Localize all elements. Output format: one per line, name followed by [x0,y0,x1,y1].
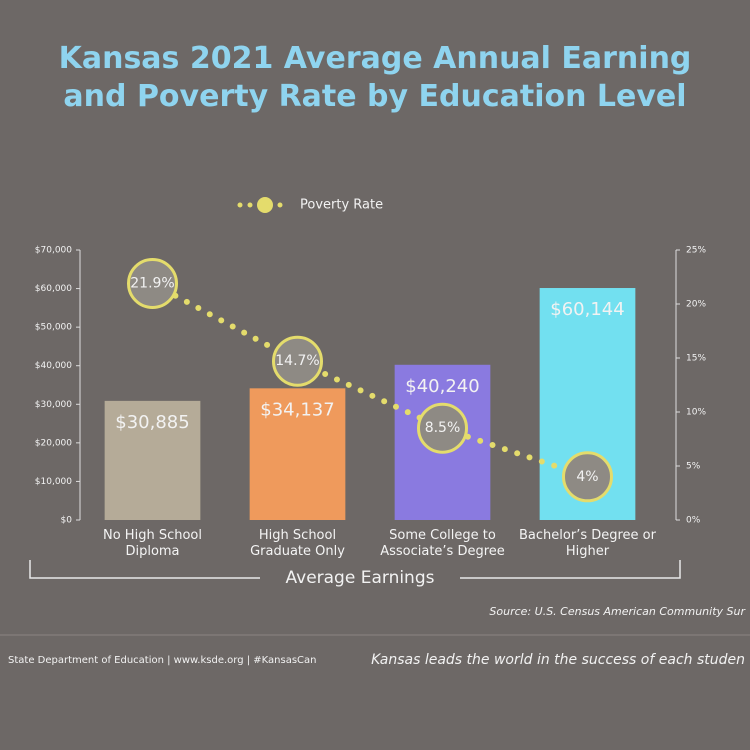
chart-title: Kansas 2021 Average Annual Earning and P… [58,41,692,114]
poverty-point [272,335,323,387]
y2-tick-label: 5% [686,462,701,472]
bar-value-label: $60,144 [550,299,624,320]
y-tick-label: $40,000 [35,361,72,371]
x-tick-label: Some College to Associate’s Degree [380,528,505,559]
legend-dot [257,197,273,213]
y-tick-label: $20,000 [35,438,72,448]
y2-tick-label: 15% [686,354,706,364]
poverty-label: 8.5% [425,420,461,436]
poverty-point [417,402,468,454]
poverty-label: 14.7% [275,353,319,369]
y2-tick-label: 25% [686,246,706,256]
bar [104,400,201,520]
poverty-label: 4% [576,469,598,485]
x-tick-label: Bachelor’s Degree or Higher [519,528,656,559]
footer-left: State Department of Education | www.ksde… [8,655,317,666]
footer-right: Kansas leads the world in the success of… [371,652,745,668]
bar-value-label: $40,240 [405,376,479,397]
x-axis-title: Average Earnings [286,568,435,588]
poverty-label: 21.9% [130,275,174,291]
source: Source: U.S. Census American Community S… [489,605,746,618]
legend-label: Poverty Rate [300,198,383,213]
x-tick-label: High School Graduate Only [250,528,345,559]
bar [249,388,346,520]
y-tick-label: $50,000 [35,323,72,333]
y2-tick-label: 0% [686,516,701,526]
y-tick-label: $60,000 [35,284,72,294]
y-tick-label: $0 [61,516,73,526]
bar-value-label: $34,137 [260,399,334,420]
y-tick-label: $10,000 [35,477,72,487]
axis-bracket [29,560,681,579]
y-tick-label: $70,000 [35,246,72,256]
poverty-point [127,257,178,309]
y2-tick-label: 10% [686,408,706,418]
y-tick-label: $30,000 [35,400,72,410]
bar-value-label: $30,885 [115,412,189,433]
y2-tick-label: 20% [686,300,706,310]
poverty-point [562,451,613,503]
x-tick-label: No High School Diploma [103,528,202,559]
poverty-line [149,280,591,480]
